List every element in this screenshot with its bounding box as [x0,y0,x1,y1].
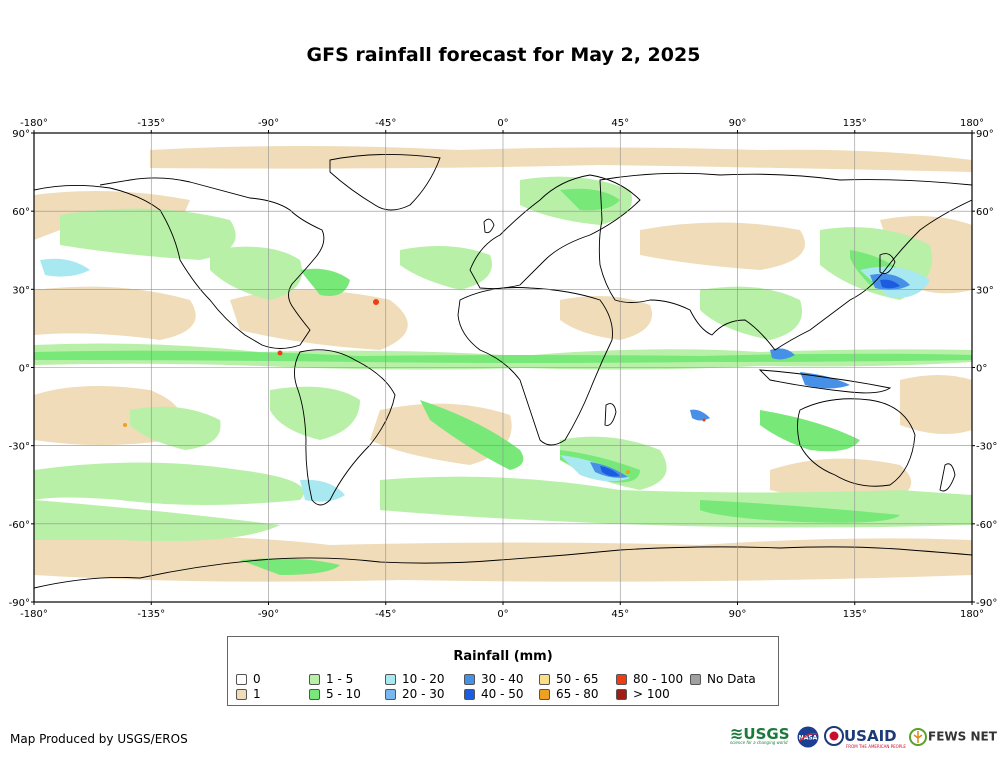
longitude-label-bottom: -90° [258,609,279,620]
longitude-label-bottom: 90° [729,609,747,620]
latitude-label-right: 0° [976,364,987,375]
legend-item: 20 - 30 [385,687,445,701]
legend-label: 20 - 30 [402,687,445,701]
longitude-label-top: -45° [375,118,396,129]
legend-swatch [464,689,475,700]
longitude-label-bottom: -45° [375,609,396,620]
legend-title: Rainfall (mm) [453,649,553,664]
latitude-label-right: -30° [976,442,997,453]
latitude-label-right: -90° [976,598,997,609]
usgs-logo-text: USGS [743,725,790,743]
latitude-label-left: -90° [9,598,30,609]
longitude-label-bottom: 45° [611,609,629,620]
legend-swatch [236,674,247,685]
legend-item: 30 - 40 [464,672,524,686]
latitude-label-right: -60° [976,520,997,531]
longitude-label-top: 45° [611,118,629,129]
legend-swatch [616,674,627,685]
latitude-label-left: 90° [12,129,30,140]
longitude-label-bottom: 180° [960,609,984,620]
legend-swatch [464,674,475,685]
longitude-label-top: 180° [960,118,984,129]
map-title: GFS rainfall forecast for May 2, 2025 [306,44,701,66]
usgs-wave-icon: ≋ [730,724,744,743]
rainfall-map: -180° -180° -135° -135° -90° -90° -45° -45° 0° 0°… [9,118,998,620]
legend-item: > 100 [616,687,670,701]
fewsnet-logo: FEWS NET [908,726,997,747]
latitude-label-left: -30° [9,442,30,453]
latitude-label-right: 30° [976,285,994,296]
longitude-label-bottom: -135° [137,609,165,620]
longitude-label-top: 90° [729,118,747,129]
nasa-logo: NASA [796,726,820,752]
legend-label: No Data [707,672,756,686]
legend-swatch [690,674,701,685]
latitude-label-right: 90° [976,129,994,140]
usgs-logo: ≋USGS science for a changing world [730,724,790,745]
usaid-logo: USAID FROM THE AMERICAN PEOPLE [824,725,906,749]
legend-swatch [616,689,627,700]
legend-item: 40 - 50 [464,687,524,701]
longitude-label-top: -180° [20,118,48,129]
usaid-logo-text: USAID [844,727,897,745]
fewsnet-leaf-icon [909,727,927,746]
legend-item: 50 - 65 [539,672,599,686]
coastlines [34,153,972,589]
tick-marks [31,130,975,605]
legend-label: 1 [253,687,261,701]
legend-swatch [385,674,396,685]
longitude-label-bottom: 135° [843,609,867,620]
axis-labels: -180° -180° -135° -135° -90° -90° -45° -45° 0° 0°… [9,118,998,620]
legend-item: 0 [236,672,261,686]
graticule [34,133,972,602]
legend-label: 1 - 5 [326,672,354,686]
latitude-label-right: 60° [976,207,994,218]
legend-item: No Data [690,672,756,686]
legend-label: 65 - 80 [556,687,599,701]
usaid-seal-icon [824,726,844,746]
longitude-label-bottom: -180° [20,609,48,620]
longitude-label-top: -90° [258,118,279,129]
map-credit: Map Produced by USGS/EROS [10,732,188,746]
legend-label: 80 - 100 [633,672,684,686]
usaid-tagline: FROM THE AMERICAN PEOPLE [846,744,906,749]
legend-swatch [539,689,550,700]
legend-swatch [539,674,550,685]
legend-item: 1 [236,687,261,701]
legend-item: 10 - 20 [385,672,445,686]
latitude-label-left: -60° [9,520,30,531]
legend-item: 5 - 10 [309,687,361,701]
legend-label: 10 - 20 [402,672,445,686]
longitude-label-top: -135° [137,118,165,129]
legend-item: 1 - 5 [309,672,353,686]
longitude-label-bottom: 0° [497,609,508,620]
usgs-tagline: science for a changing world [730,740,788,745]
legend-item: 80 - 100 [616,672,683,686]
fewsnet-logo-text: FEWS NET [928,729,997,744]
legend-label: 30 - 40 [481,672,524,686]
legend-label: 5 - 10 [326,687,361,701]
legend-swatch [236,689,247,700]
latitude-label-left: 60° [12,207,30,218]
legend-label: > 100 [633,687,670,701]
legend-label: 0 [253,672,261,686]
legend-label: 50 - 65 [556,672,599,686]
nasa-meatball-icon: NASA [797,726,819,748]
latitude-label-left: 0° [19,364,30,375]
legend-item: 65 - 80 [539,687,599,701]
legend-swatch [309,674,320,685]
legend-swatch [385,689,396,700]
svg-text:NASA: NASA [799,735,818,742]
longitude-label-top: 0° [497,118,508,129]
latitude-label-left: 30° [12,285,30,296]
legend-swatch [309,689,320,700]
longitude-label-top: 135° [843,118,867,129]
legend-label: 40 - 50 [481,687,524,701]
